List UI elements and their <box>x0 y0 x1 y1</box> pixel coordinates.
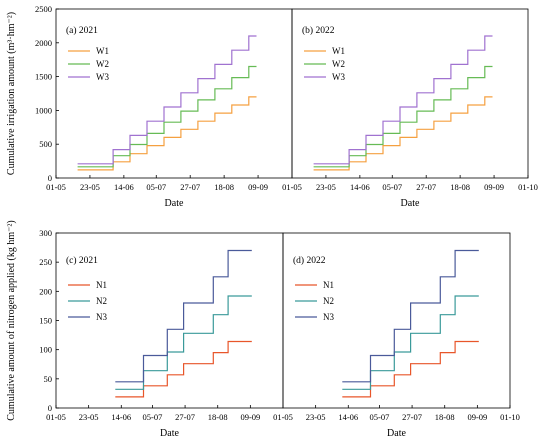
plot-frame <box>291 8 529 179</box>
x-tick-label: 01-10 <box>518 182 538 192</box>
y-tick-label: 50 <box>44 374 53 384</box>
x-tick-label: 23-05 <box>79 412 99 422</box>
panel-label: (a) 2021 <box>66 25 98 36</box>
legend-label: W3 <box>96 72 109 82</box>
series-line <box>313 35 493 165</box>
x-tick-label: 27-07 <box>402 412 422 422</box>
legend-label: N3 <box>323 312 334 322</box>
x-tick-label: 18-08 <box>435 412 455 422</box>
x-tick-label: 27-07 <box>180 182 200 192</box>
x-tick-label: 14-06 <box>338 412 358 422</box>
x-tick-label: 09-09 <box>248 182 268 192</box>
series-line <box>313 65 493 168</box>
x-tick-label: 18-08 <box>450 182 470 192</box>
chart-panel: 01-05 23-05 14-06 05-07 27-07 18-08 09-09 01-10… <box>282 8 538 209</box>
y-tick-label: 300 <box>39 228 52 238</box>
chart-panel: 01-05 23-05 14-06 05-07 27-07 18-08 09-09 0 50 10… <box>6 220 284 439</box>
y-tick-label: 500 <box>39 139 52 149</box>
x-tick-label: 27-07 <box>175 412 195 422</box>
x-tick-label: 23-05 <box>306 412 326 422</box>
x-tick-label: 01-10 <box>500 412 520 422</box>
x-tick-label: 05-07 <box>370 412 390 422</box>
x-axis-title: Date <box>165 198 184 209</box>
y-tick-label: 100 <box>39 345 52 355</box>
x-tick-label: 23-05 <box>80 182 100 192</box>
series-line <box>77 96 257 171</box>
chart-panel: 01-05 23-05 14-06 05-07 27-07 18-08 09-09 0 500 1… <box>6 4 293 209</box>
legend-label: N1 <box>323 280 334 290</box>
chart-panel: 01-05 23-05 14-06 05-07 27-07 18-08 09-09 01-10… <box>273 232 520 439</box>
y-tick-label: 250 <box>39 257 52 267</box>
x-tick-label: 18-08 <box>208 412 228 422</box>
x-tick-label: 14-06 <box>350 182 370 192</box>
series-line <box>342 249 479 383</box>
x-tick-label: 18-08 <box>214 182 234 192</box>
y-tick-label: 0 <box>48 173 52 183</box>
x-tick-label: 05-07 <box>146 182 166 192</box>
y-tick-label: 150 <box>39 316 52 326</box>
legend-label: N2 <box>323 296 334 306</box>
x-tick-label: 27-07 <box>416 182 436 192</box>
legend-label: W1 <box>332 46 345 56</box>
series-line <box>313 96 493 171</box>
x-axis-title: Date <box>401 198 420 209</box>
x-tick-label: 05-07 <box>143 412 163 422</box>
x-tick-label: 01-05 <box>46 182 66 192</box>
x-tick-label: 01-05 <box>46 412 66 422</box>
panels-layer: 01-05 23-05 14-06 05-07 27-07 18-08 09-0905001… <box>6 4 538 439</box>
panel-label: (b) 2022 <box>302 25 335 36</box>
legend-label: W3 <box>332 72 345 82</box>
y-tick-label: 1500 <box>35 72 52 82</box>
panel-label: (d) 2022 <box>293 255 326 266</box>
y-tick-label: 1000 <box>35 105 52 115</box>
x-tick-label: 14-06 <box>114 182 134 192</box>
legend-label: N3 <box>96 312 107 322</box>
series-line <box>77 35 257 165</box>
y-tick-label: 200 <box>39 286 52 296</box>
x-axis-title: Date <box>387 428 406 439</box>
x-tick-label: 23-05 <box>316 182 336 192</box>
x-tick-label: 01-05 <box>282 182 302 192</box>
x-tick-label: 05-07 <box>382 182 402 192</box>
y-tick-label: 2000 <box>35 38 52 48</box>
y-tick-label: 0 <box>48 403 52 413</box>
x-tick-label: 09-09 <box>467 412 487 422</box>
plot-frame <box>282 232 511 409</box>
y-axis-title: Cumulative irrigation amount (m³·hm⁻²) <box>6 12 17 175</box>
x-axis-title: Date <box>160 428 179 439</box>
series-line <box>77 65 257 168</box>
y-tick-label: 2500 <box>35 4 52 14</box>
x-tick-label: 14-06 <box>111 412 131 422</box>
series-line <box>115 249 252 383</box>
x-tick-label: 09-09 <box>484 182 504 192</box>
panel-label: (c) 2021 <box>66 255 98 266</box>
legend-label: W2 <box>96 59 109 69</box>
x-tick-label: 01-05 <box>273 412 293 422</box>
legend-label: N1 <box>96 280 107 290</box>
legend-label: W1 <box>96 46 109 56</box>
x-tick-label: 09-09 <box>240 412 260 422</box>
y-axis-title: Cumulative amount of nitrogen applied (k… <box>6 220 17 420</box>
legend-label: N2 <box>96 296 107 306</box>
legend-label: W2 <box>332 59 345 69</box>
